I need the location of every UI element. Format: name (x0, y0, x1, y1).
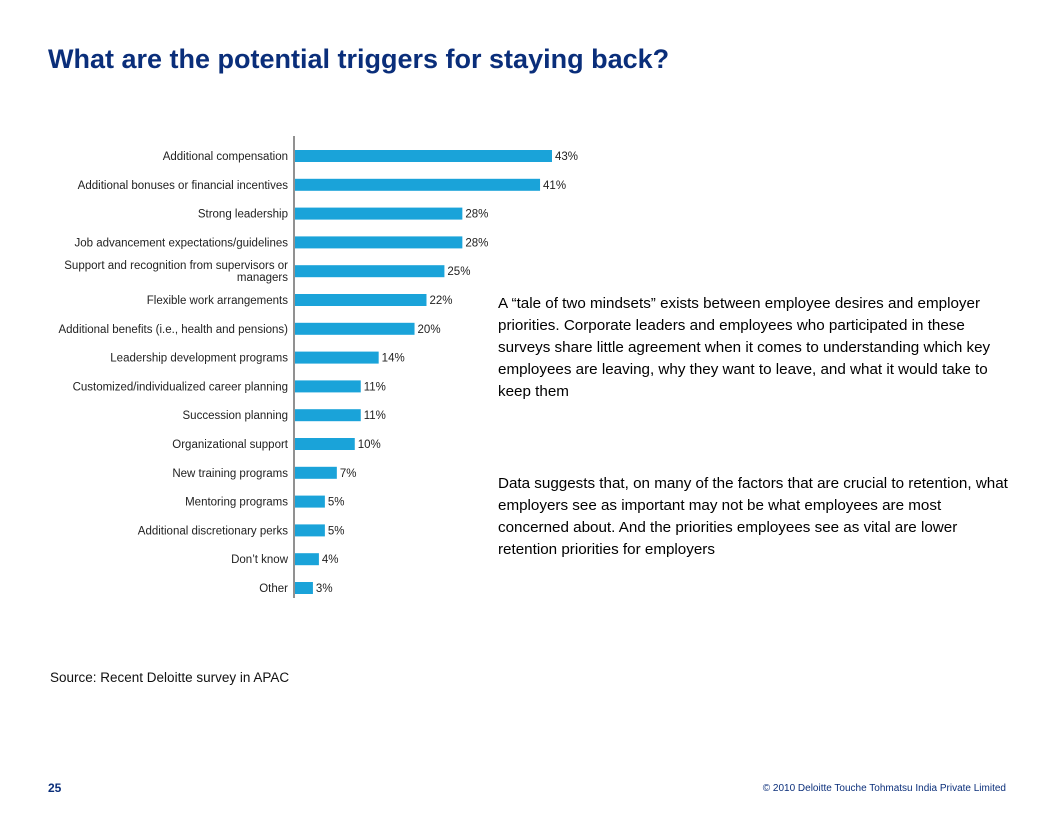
category-label: Mentoring programs (185, 497, 288, 509)
category-label: Additional bonuses or financial incentiv… (78, 180, 289, 192)
bar (295, 178, 541, 191)
category-label: Additional discretionary perks (138, 525, 288, 537)
source-note: Source: Recent Deloitte survey in APAC (50, 670, 290, 685)
data-label: 7% (340, 468, 357, 480)
data-label: 11% (364, 381, 386, 393)
category-label: Support and recognition from supervisors… (64, 260, 288, 284)
category-label: New training programs (172, 468, 288, 480)
bar-chart-svg: 43% Additional compensation 41% Additional … (58, 136, 578, 598)
data-label: 28% (465, 209, 488, 221)
bar (295, 322, 415, 335)
bar (295, 294, 427, 306)
data-label: 4% (322, 554, 339, 566)
data-label: 41% (543, 180, 566, 192)
bar (295, 265, 445, 278)
bar (295, 553, 319, 566)
category-label: Succession planning (183, 410, 289, 422)
bar (295, 351, 379, 364)
data-label: 43% (555, 151, 578, 163)
data-label: 5% (328, 497, 345, 509)
paragraph-data-suggests: Data suggests that, on many of the facto… (498, 475, 1008, 558)
category-label: Other (259, 583, 288, 595)
bar-chart: 43% Additional compensation 41% Additional … (40, 130, 600, 610)
data-label: 22% (429, 295, 452, 307)
data-label: 14% (382, 353, 405, 365)
bar (295, 236, 463, 249)
data-label: 28% (465, 237, 488, 249)
bar (295, 495, 325, 508)
copyright-notice: © 2010 Deloitte Touche Tohmatsu India Pr… (762, 783, 1006, 794)
bar (295, 409, 361, 422)
category-label: Flexible work arrangements (147, 295, 289, 307)
slide-title: What are the potential triggers for stay… (48, 44, 670, 74)
data-label: 11% (364, 410, 386, 422)
bar (295, 438, 355, 450)
bar (295, 582, 313, 594)
paragraph-tale-of-two-mindsets: A “tale of two mindsets” exists between … (498, 295, 991, 400)
category-label: Additional benefits (i.e., health and pe… (58, 324, 288, 336)
bar (295, 466, 337, 479)
bar (295, 524, 325, 537)
data-label: 25% (447, 266, 470, 278)
data-label: 10% (358, 439, 381, 451)
bar (295, 380, 361, 393)
bar (295, 207, 463, 220)
category-label: Customized/individualized career plannin… (73, 381, 288, 393)
bar (295, 150, 552, 162)
category-label: Strong leadership (198, 209, 288, 221)
category-label: Don’t know (231, 554, 289, 566)
page-number: 25 (48, 781, 62, 795)
data-label: 3% (316, 583, 333, 595)
data-label: 5% (328, 525, 345, 537)
category-label: Organizational support (172, 439, 289, 451)
category-label: Leadership development programs (110, 353, 288, 365)
data-label: 20% (418, 324, 441, 336)
category-label: Job advancement expectations/guidelines (74, 237, 288, 249)
category-label: Additional compensation (163, 151, 288, 163)
